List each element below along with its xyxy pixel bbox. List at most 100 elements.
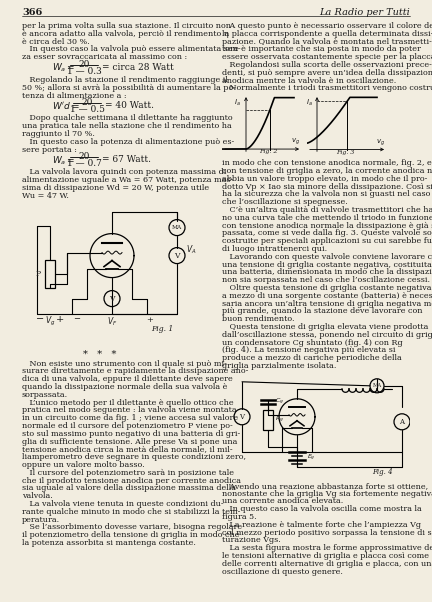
Text: 1 — 0.5: 1 — 0.5	[70, 105, 105, 114]
Text: è circa del 30 %.: è circa del 30 %.	[22, 37, 90, 46]
Text: $R_g$: $R_g$	[274, 415, 283, 425]
Text: è ancora adatto alla valvola, perciò il rendimento η: è ancora adatto alla valvola, perciò il …	[22, 30, 229, 38]
Text: sima di dissipazione Wd = 20 W, potenza utile: sima di dissipazione Wd = 20 W, potenza …	[22, 184, 209, 192]
Text: rante qualche minuto in modo che si stabilizzi la tem-: rante qualche minuto in modo che si stab…	[22, 508, 240, 516]
Text: Lavorando con queste valvole conviene lavorare con: Lavorando con queste valvole conviene la…	[222, 253, 432, 261]
Text: nonostante che la griglia Vg sia fortemente negativa,: nonostante che la griglia Vg sia forteme…	[222, 489, 432, 498]
Text: In questo caso la potenza di alimentazione può es-: In questo caso la potenza di alimentazio…	[22, 138, 234, 146]
Text: per la prima volta sulla sua stazione. Il circuito non: per la prima volta sulla sua stazione. I…	[22, 22, 231, 30]
Text: 20: 20	[81, 98, 93, 107]
Text: un condensatore Cg shuntato (fig. 4) con Rg: un condensatore Cg shuntato (fig. 4) con…	[222, 338, 403, 347]
Text: La Radio per Tutti: La Radio per Tutti	[319, 8, 410, 17]
Text: (fig. 4). La tensione negativa più elevata si: (fig. 4). La tensione negativa più eleva…	[222, 346, 396, 355]
Text: tenza di alimentazione a :: tenza di alimentazione a :	[22, 92, 127, 99]
Text: In questo caso la valvola oscilla come mostra la: In questo caso la valvola oscilla come m…	[222, 505, 422, 513]
Text: anodica mentre la valvola è in oscillazione.: anodica mentre la valvola è in oscillazi…	[222, 76, 396, 85]
Text: 20: 20	[78, 60, 90, 69]
Text: una corrente anodica elevata.: una corrente anodica elevata.	[222, 497, 343, 506]
Text: Fig. 2: Fig. 2	[259, 149, 278, 154]
Text: La valvola viene tenuta in queste condizioni du-: La valvola viene tenuta in queste condiz…	[22, 500, 224, 508]
Text: alimentazione uguale a Wa = 67 Watt, potenza mas-: alimentazione uguale a Wa = 67 Watt, pot…	[22, 176, 233, 184]
Text: C’è un’altra qualità di valvole trasmettitori che han-: C’è un’altra qualità di valvole trasmett…	[222, 206, 432, 214]
Text: dall’oscillazione stessa, ponendo nel circuito di griglia: dall’oscillazione stessa, ponendo nel ci…	[222, 331, 432, 339]
Text: che il prodotto tensione anodica per corrente anodica: che il prodotto tensione anodica per cor…	[22, 477, 241, 485]
Text: denti, si può sempre avere un’idea della dissipazione: denti, si può sempre avere un’idea della…	[222, 69, 432, 77]
Text: Fig. 3: Fig. 3	[336, 150, 354, 155]
Text: glia di sufficiente tensione. Alle prese Va si pone una: glia di sufficiente tensione. Alle prese…	[22, 438, 237, 445]
Text: V: V	[174, 252, 180, 259]
Text: $V_A$: $V_A$	[186, 243, 196, 256]
Text: il potenziometro della tensione di griglia in modo che: il potenziometro della tensione di grigl…	[22, 531, 239, 539]
Text: Avendo una reazione abbastanza forte si ottiene,: Avendo una reazione abbastanza forte si …	[222, 482, 428, 490]
Text: peratura.: peratura.	[22, 515, 60, 524]
Text: V: V	[109, 294, 115, 303]
Text: Il cursore del potenziometro sarà in posizione tale: Il cursore del potenziometro sarà in pos…	[22, 469, 234, 477]
Text: −: −	[73, 315, 80, 324]
Text: = 40 Watt.: = 40 Watt.	[105, 101, 154, 110]
Text: quando la dissipazione normale della sua valvola è: quando la dissipazione normale della sua…	[22, 383, 227, 391]
Text: A questo punto è necessario osservare il colore del-: A questo punto è necessario osservare il…	[222, 22, 432, 30]
Text: raggiunto il 70 %.: raggiunto il 70 %.	[22, 130, 95, 138]
Text: −: −	[36, 315, 44, 324]
Text: Oltre questa tensione di griglia costante negativa: Oltre questa tensione di griglia costant…	[222, 284, 432, 292]
Text: produce a mezzo di cariche periodiche della: produce a mezzo di cariche periodiche de…	[222, 354, 402, 362]
Text: $W_a =$: $W_a =$	[52, 62, 75, 75]
Text: Fig. 1: Fig. 1	[151, 324, 173, 332]
Bar	[263, 410, 273, 430]
Text: non sia sorpassata nel caso che l’oscillazione cessi.: non sia sorpassata nel caso che l’oscill…	[222, 276, 430, 284]
Text: in modo che con tensione anodica normale, fig. 2, e: in modo che con tensione anodica normale…	[222, 159, 432, 167]
Text: Fig. 4: Fig. 4	[372, 468, 392, 476]
Text: costruite per speciali applicazioni su cui sarebbe fuori: costruite per speciali applicazioni su c…	[222, 237, 432, 245]
Text: 20: 20	[78, 152, 90, 161]
Text: figura 5.: figura 5.	[222, 513, 257, 521]
Text: griglia parzialmente isolata.: griglia parzialmente isolata.	[222, 362, 337, 370]
Text: delle correnti alternative di griglia e placca, con una: delle correnti alternative di griglia e …	[222, 560, 432, 568]
Text: MA: MA	[172, 225, 182, 230]
Text: con tensione di griglia a zero, la corrente anodica non: con tensione di griglia a zero, la corre…	[222, 167, 432, 175]
Text: Dopo qualche settimana il dilettante ha raggiunto: Dopo qualche settimana il dilettante ha …	[22, 114, 232, 122]
Bar	[45, 259, 55, 288]
Text: una tensione di griglia costante negativa, costituita da: una tensione di griglia costante negativ…	[222, 261, 432, 268]
Text: oscillazione di questo genere.: oscillazione di questo genere.	[222, 568, 343, 576]
Text: no una curva tale che mettendo il triodo in funzione: no una curva tale che mettendo il triodo…	[222, 214, 432, 222]
Text: Regolandosi sulla scorta delle osservazioni prece-: Regolandosi sulla scorta delle osservazi…	[222, 61, 432, 69]
Text: $I_a$: $I_a$	[306, 98, 313, 108]
Text: $C_g$: $C_g$	[274, 397, 283, 407]
Text: $W_a =$: $W_a =$	[52, 154, 75, 167]
Text: A: A	[400, 418, 404, 426]
Text: ha la sicurezza che la valvola non si guasti nel caso: ha la sicurezza che la valvola non si gu…	[222, 190, 430, 199]
Text: sia uguale al valore della dissipazione massima della: sia uguale al valore della dissipazione …	[22, 485, 236, 492]
Text: Normalmente i triodi trasmettitori vengono costrui: Normalmente i triodi trasmettitori vengo…	[222, 84, 432, 92]
Text: una batteria, dimensionata in modo che la dissipazione: una batteria, dimensionata in modo che l…	[222, 268, 432, 276]
Text: pazione. Quando la valvola è montata nel trasmetti-: pazione. Quando la valvola è montata nel…	[222, 37, 432, 46]
Text: le tensioni alternative di griglia e placca così come: le tensioni alternative di griglia e pla…	[222, 552, 429, 560]
Text: oppure un valore molto basso.: oppure un valore molto basso.	[22, 461, 145, 469]
Text: la placca corrispondente a quella determinata dissi-: la placca corrispondente a quella determ…	[222, 30, 432, 38]
Text: Questa tensione di griglia elevata viene prodotta: Questa tensione di griglia elevata viene…	[222, 323, 429, 331]
Text: V: V	[239, 413, 245, 421]
Text: +: +	[146, 315, 153, 324]
Text: $V_F$: $V_F$	[107, 315, 117, 328]
Text: normale ed il cursore del potenziometro P viene po-: normale ed il cursore del potenziometro …	[22, 422, 233, 430]
Text: essere osservata costantemente specie per la placca.: essere osservata costantemente specie pe…	[222, 53, 432, 61]
Text: = 67 Watt.: = 67 Watt.	[102, 155, 151, 164]
Text: passata, come si vede dalla fig. 3. Queste valvole sono: passata, come si vede dalla fig. 3. Ques…	[222, 229, 432, 237]
Text: surare direttamente e rapidamente la dissipazione ano-: surare direttamente e rapidamente la dis…	[22, 367, 248, 376]
Text: Se l’assorbimento dovesse variare, bisogna regolare: Se l’assorbimento dovesse variare, bisog…	[22, 523, 242, 532]
Text: sere portata :: sere portata :	[22, 146, 77, 154]
Text: P: P	[35, 270, 41, 278]
Text: Regolando la stazione il rendimento raggiunge il: Regolando la stazione il rendimento ragg…	[22, 76, 228, 84]
Text: di luogo intrattenerci qui.: di luogo intrattenerci qui.	[222, 245, 327, 253]
Text: +: +	[56, 315, 64, 324]
Text: 50 %; allora si avrà la possibilità di aumentare la po-: 50 %; allora si avrà la possibilità di a…	[22, 84, 236, 92]
Text: in un circuito come da fig. 1 ; viene accesa sul valore: in un circuito come da fig. 1 ; viene ac…	[22, 414, 238, 422]
Text: con tensione anodica normale la dissipazione è già sor-: con tensione anodica normale la dissipaz…	[222, 222, 432, 230]
Text: tensione anodica circa la metà della normale, il mil-: tensione anodica circa la metà della nor…	[22, 445, 232, 453]
Text: turazione Vgs.: turazione Vgs.	[222, 536, 281, 544]
Text: 1 — 0.7: 1 — 0.7	[67, 160, 102, 169]
Text: saria ancora un’altra tensione di griglia negativa molto: saria ancora un’altra tensione di grigli…	[222, 300, 432, 308]
Text: $E_g$: $E_g$	[307, 453, 315, 463]
Text: *   *   *: * * *	[83, 350, 117, 359]
Text: Non esiste uno strumento con il quale si può mi-: Non esiste uno strumento con il quale si…	[22, 359, 227, 368]
Text: abbia un valore troppo elevato, in modo che il pro-: abbia un valore troppo elevato, in modo …	[222, 175, 427, 183]
